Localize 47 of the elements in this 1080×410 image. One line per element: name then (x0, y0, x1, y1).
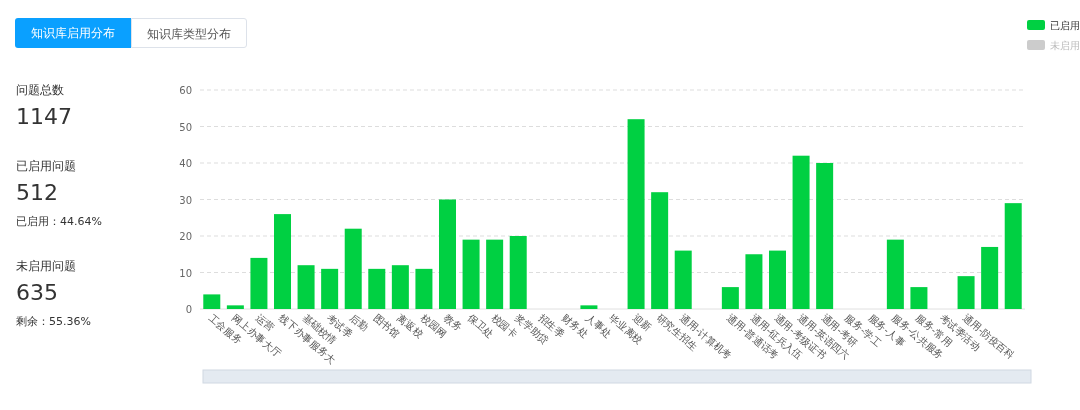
text: 已启用问题 (16, 158, 76, 175)
bar (792, 155, 810, 309)
bar (910, 287, 928, 309)
bar (651, 192, 669, 309)
bar (981, 246, 999, 309)
text: 知识库类型分布 (131, 18, 247, 48)
bar (745, 254, 763, 309)
bar (321, 268, 339, 309)
bar (297, 265, 315, 309)
text: 1147 (16, 104, 72, 129)
text: 635 (16, 280, 58, 305)
bar (816, 163, 834, 309)
y-tick-label: 30 (179, 194, 192, 206)
text: 已启用：44.64% (16, 214, 102, 229)
y-tick-label: 20 (179, 231, 192, 242)
bar (226, 305, 244, 309)
bar (674, 250, 692, 309)
bar (627, 119, 645, 309)
bar (721, 287, 739, 309)
bar (886, 239, 904, 309)
text: 512 (16, 180, 58, 205)
bar (580, 305, 598, 309)
bar (415, 268, 433, 309)
bar (439, 199, 456, 309)
text: 问题总数 (16, 82, 64, 99)
y-tick-label: 0 (185, 304, 192, 315)
bar (391, 265, 409, 309)
bar (344, 228, 362, 309)
bar (250, 257, 268, 309)
y-tick-label: 40 (179, 158, 192, 169)
y-tick-label: 50 (179, 121, 192, 133)
text: 剩余：55.36% (16, 314, 91, 329)
text: 知识库启用分布 (15, 18, 131, 48)
bar (957, 276, 975, 309)
text: 未启用问题 (16, 258, 76, 275)
legend-label: 已启用 (1050, 20, 1080, 31)
bar (368, 268, 386, 309)
bar (274, 214, 291, 309)
bar (1004, 203, 1022, 309)
bar (769, 250, 786, 309)
legend-label: 未启用 (1050, 40, 1080, 51)
y-tick-label: 60 (179, 85, 192, 96)
bar (462, 239, 480, 309)
y-tick-label: 10 (179, 267, 192, 279)
bar (203, 294, 221, 309)
bar (509, 236, 527, 309)
bar (486, 239, 504, 309)
